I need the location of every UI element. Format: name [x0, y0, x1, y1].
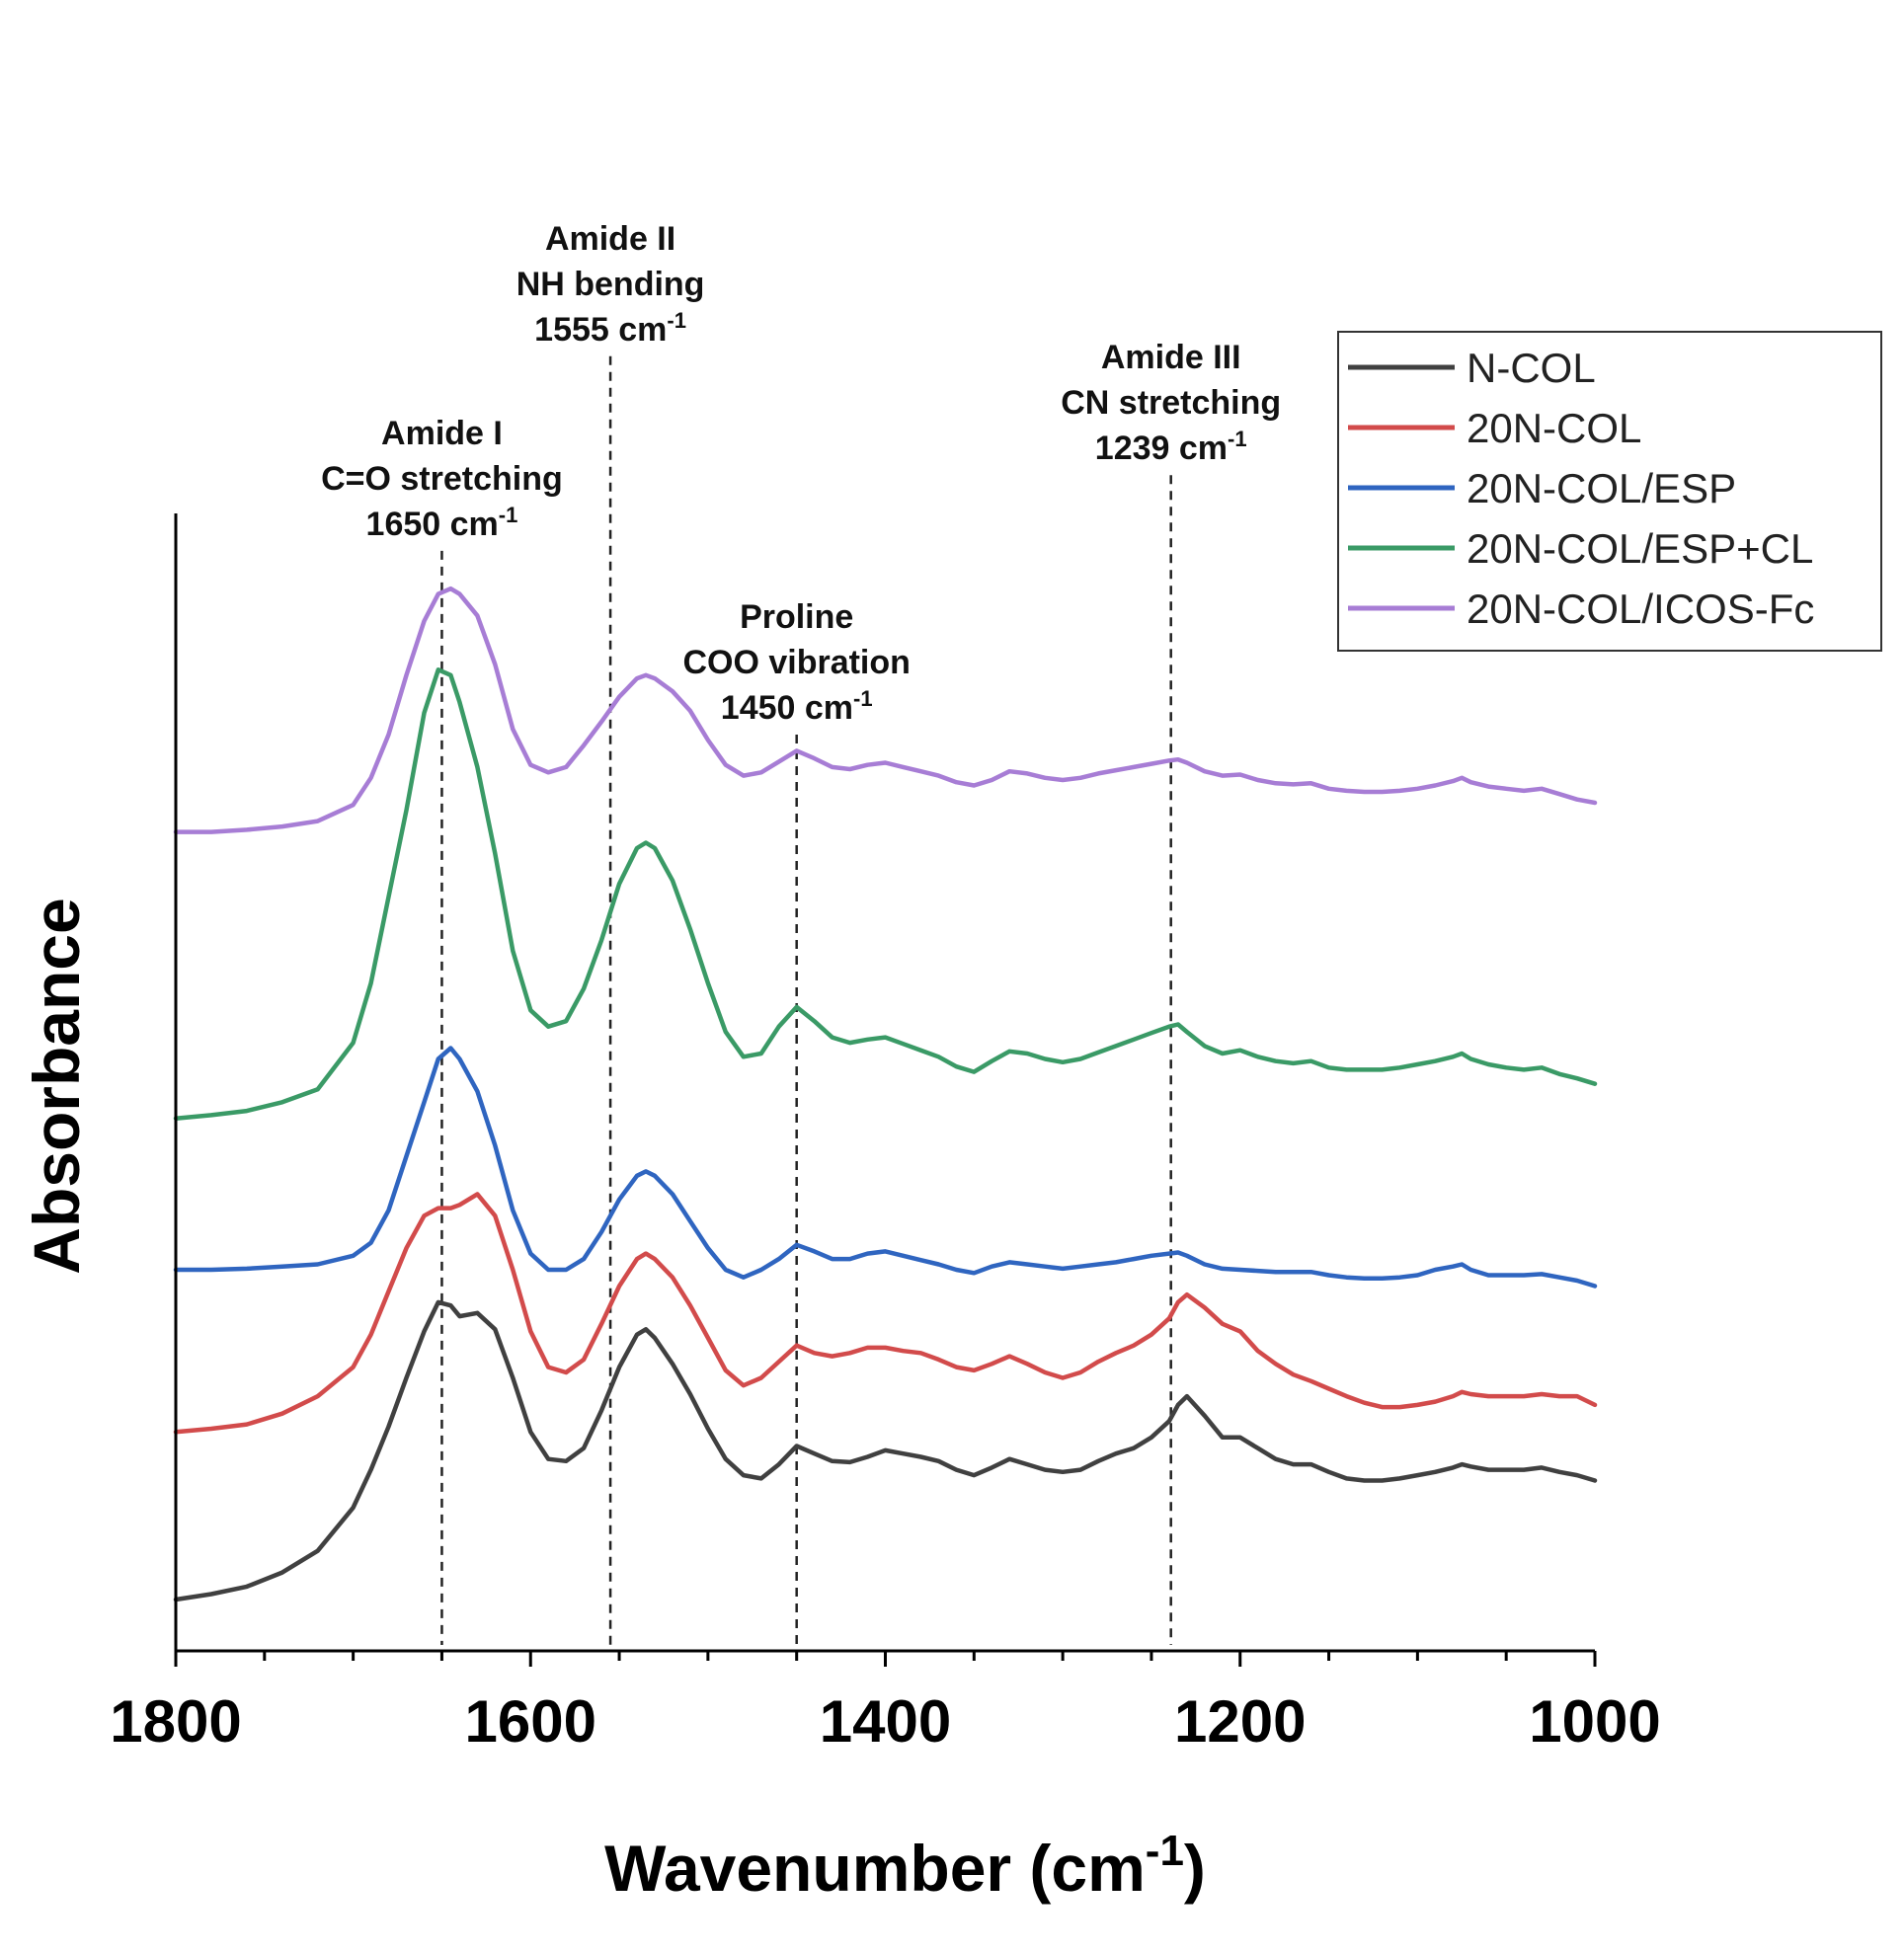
legend-label: 20N-COL/ICOS-Fc: [1467, 586, 1814, 632]
annotation-label: C=O stretching: [321, 460, 563, 498]
x-tick-label: 1000: [1529, 1688, 1660, 1755]
legend: N-COL 20N-COL 20N-COL/ESP 20N-COL/ESP+CL 20N…: [1337, 331, 1882, 652]
series-line-20n-col-esp-cl: [173, 667, 1598, 1121]
legend-label: N-COL: [1467, 345, 1596, 391]
axes-layer: 1800 1600 1400 1200 1000: [110, 513, 1661, 1755]
annotation-label: CN stretching: [1061, 384, 1281, 422]
annotation-label: COO vibration: [682, 644, 910, 681]
x-tick-label: 1600: [465, 1688, 596, 1755]
x-axis-title: Wavenumber (cm-1): [604, 1827, 1206, 1905]
annotation-label: Proline: [740, 598, 853, 636]
series-line-n-col: [173, 1299, 1598, 1602]
annotation-label: 1650 cm-1: [366, 503, 518, 543]
x-ticks: 1800 1600 1400 1200 1000: [110, 1651, 1661, 1755]
legend-label: 20N-COL/ESP: [1467, 465, 1736, 511]
annotation-label: 1239 cm-1: [1095, 427, 1247, 467]
series-line-20n-col-esp: [173, 1046, 1598, 1289]
annotation-layer: Amide I C=O stretching 1650 cm-1 Amide II NH…: [321, 220, 1281, 1645]
series-line-20n-col-icos-fc: [173, 586, 1598, 834]
annotation-label: 1555 cm-1: [534, 308, 686, 349]
annotation-label: 1450 cm-1: [721, 686, 873, 727]
legend-label: 20N-COL: [1467, 405, 1641, 451]
x-tick-label: 1800: [110, 1688, 241, 1755]
legend-box: [1337, 331, 1882, 652]
x-tick-label: 1200: [1174, 1688, 1306, 1755]
series-layer: [173, 586, 1598, 1602]
legend-label: 20N-COL/ESP+CL: [1467, 525, 1813, 572]
annotation-label: Amide I: [381, 415, 503, 452]
series-line-20n-col: [173, 1192, 1598, 1435]
annotation-label: Amide III: [1101, 339, 1241, 376]
annotation-label: NH bending: [516, 266, 705, 303]
annotation-label: Amide II: [545, 220, 675, 258]
y-axis-title: Absorbance: [20, 898, 93, 1274]
x-tick-label: 1400: [820, 1688, 951, 1755]
